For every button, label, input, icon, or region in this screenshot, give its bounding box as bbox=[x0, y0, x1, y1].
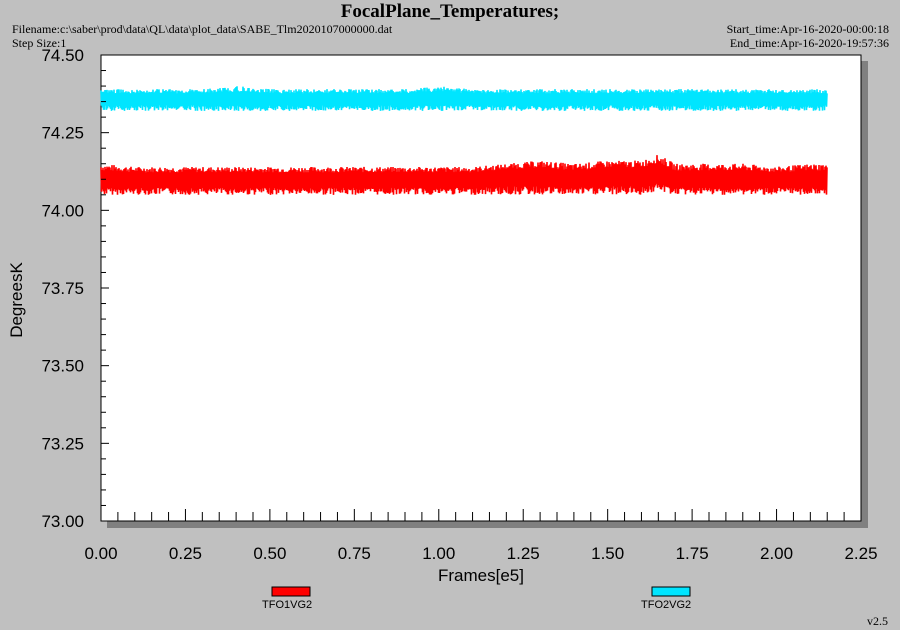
series-trace-tfo2vg2 bbox=[100, 86, 828, 111]
x-tick-label: 0.25 bbox=[169, 544, 202, 563]
legend-label-tfo1vg2: TFO1VG2 bbox=[262, 599, 313, 611]
y-tick-label: 73.00 bbox=[41, 512, 84, 531]
start-time-text: Start_time:Apr-16-2020-00:00:18 bbox=[726, 22, 889, 36]
legend-swatch-tfo1vg2 bbox=[271, 586, 311, 597]
y-tick-label: 73.25 bbox=[41, 434, 84, 453]
x-tick-label: 1.00 bbox=[422, 544, 455, 563]
x-tick-label: 0.00 bbox=[84, 544, 117, 563]
y-tick-label: 73.75 bbox=[41, 279, 84, 298]
legend bbox=[271, 586, 691, 597]
y-tick-label: 74.50 bbox=[41, 46, 84, 65]
version-text: v2.5 bbox=[867, 614, 888, 628]
series-layer bbox=[100, 86, 828, 195]
x-tick-label: 1.25 bbox=[507, 544, 540, 563]
y-tick-label: 74.25 bbox=[41, 124, 84, 143]
y-tick-label: 74.00 bbox=[41, 201, 84, 220]
y-tick-label: 73.50 bbox=[41, 357, 84, 376]
x-tick-label: 2.25 bbox=[844, 544, 877, 563]
filename-text: Filename:c:\saber\prod\data\QL\data\plot… bbox=[12, 22, 393, 36]
plot-area bbox=[100, 54, 862, 522]
legend-label-tfo2vg2: TFO2VG2 bbox=[641, 599, 692, 611]
x-tick-label: 1.75 bbox=[676, 544, 709, 563]
chart-title: FocalPlane_Temperatures; bbox=[340, 1, 560, 22]
tick-labels: 73.00 73.25 73.50 73.75 74.00 74.25 74.50 0.00 0… bbox=[41, 46, 877, 563]
step-size-text: Step Size:1 bbox=[12, 36, 67, 50]
legend-swatch-tfo2vg2 bbox=[651, 586, 691, 597]
series-trace-tfo1vg2 bbox=[100, 155, 828, 195]
x-axis-label: Frames[e5] bbox=[438, 566, 524, 585]
x-tick-label: 1.50 bbox=[591, 544, 624, 563]
x-tick-label: 0.75 bbox=[338, 544, 371, 563]
y-axis-label: DegreesK bbox=[7, 262, 26, 338]
x-tick-label: 0.50 bbox=[253, 544, 286, 563]
axis-layer bbox=[100, 54, 862, 522]
end-time-text: End_time:Apr-16-2020-19:57:36 bbox=[729, 36, 889, 50]
x-tick-label: 2.00 bbox=[760, 544, 793, 563]
